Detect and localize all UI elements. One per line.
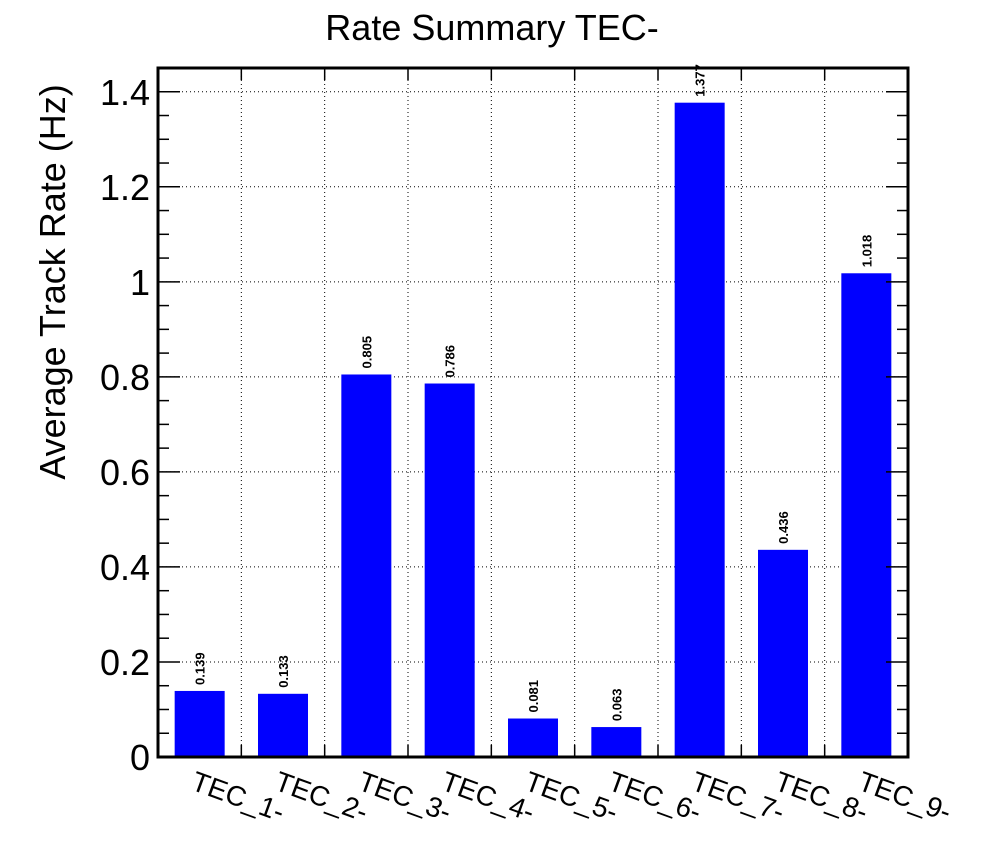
y-tick-label: 0.6 <box>100 452 150 493</box>
bar <box>424 383 475 757</box>
x-tick-label: TEC_1- <box>188 766 289 828</box>
x-tick-label: TEC_3- <box>354 766 455 828</box>
y-tick-label: 0.8 <box>100 357 150 398</box>
bar <box>758 549 808 757</box>
value-label: 0.786 <box>443 345 458 378</box>
value-label: 0.081 <box>526 680 541 713</box>
x-tick-label: TEC_7- <box>688 766 789 828</box>
value-label: 1.377 <box>693 64 708 97</box>
bar <box>341 374 392 757</box>
y-axis-label: Average Track Rate (Hz) <box>32 84 73 479</box>
plot-frame <box>156 66 910 759</box>
y-tick-label: 0.2 <box>100 642 150 683</box>
y-tick-label: 1 <box>130 262 150 303</box>
x-tick-label: TEC_2- <box>271 766 372 828</box>
value-label: 0.436 <box>776 511 791 544</box>
value-label: 0.063 <box>609 689 624 722</box>
x-tick-label: TEC_8- <box>771 766 872 828</box>
value-label: 0.139 <box>193 652 208 685</box>
x-tick-label: TEC_6- <box>604 766 705 828</box>
y-tick-label: 1.4 <box>100 72 150 113</box>
bars <box>174 102 892 758</box>
axes <box>156 66 910 759</box>
y-tick-labels: 0 0.2 0.4 0.6 0.8 1 1.2 1.4 <box>100 72 150 778</box>
value-label: 0.133 <box>276 655 291 688</box>
y-tick-label: 0.4 <box>100 547 150 588</box>
bar <box>258 693 308 757</box>
value-label: 1.018 <box>859 235 874 268</box>
value-labels: 0.139 0.133 0.805 0.786 0.081 0.063 1.377 0.436… <box>193 64 875 721</box>
bar <box>674 102 725 758</box>
bar <box>591 727 642 757</box>
x-tick-label: TEC_5- <box>521 766 622 828</box>
bar <box>174 690 225 757</box>
chart-title: Rate Summary TEC- <box>325 7 658 48</box>
bar <box>841 273 892 757</box>
y-tick-label: 1.2 <box>100 167 150 208</box>
y-tick-label: 0 <box>130 737 150 778</box>
x-tick-label: TEC_9- <box>854 766 955 828</box>
x-tick-labels: TEC_1-TEC_2-TEC_3-TEC_4-TEC_5-TEC_6-TEC_… <box>188 766 956 828</box>
value-label: 0.805 <box>359 336 374 369</box>
x-tick-label: TEC_4- <box>438 766 539 828</box>
bar <box>508 718 558 757</box>
